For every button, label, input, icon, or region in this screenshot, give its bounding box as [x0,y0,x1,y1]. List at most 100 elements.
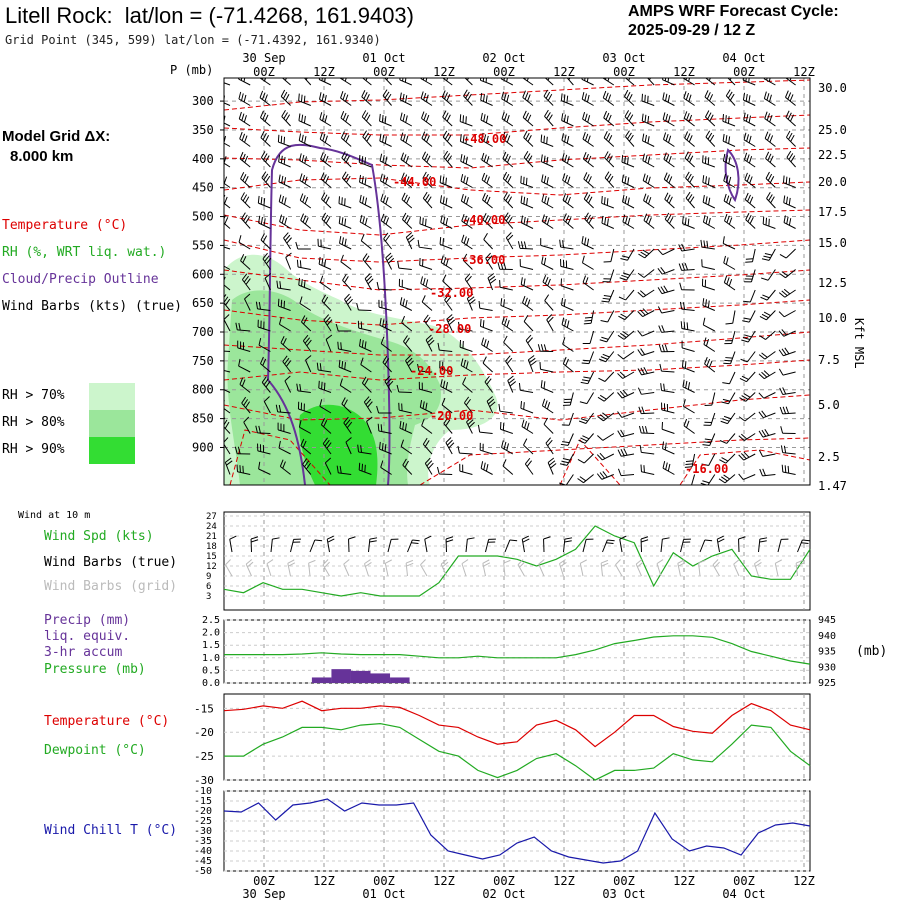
wind-barb-flag [640,539,649,543]
wind-barb-flag [218,93,219,100]
wind-barb-staff [783,222,796,229]
wind-barb-flag [635,559,643,565]
model-grid-label: Model Grid ΔX: [2,128,111,145]
wind-barb-flag [647,196,652,205]
wind-barb [356,302,372,311]
wind-barb-staff [503,218,514,229]
wind-barb-staff [569,392,574,406]
wind-barb [579,559,587,577]
dewpoint-line [224,722,811,781]
wind-barb-flag [624,196,628,204]
wind-barb-staff [361,96,372,106]
wind-barb-flag [380,213,385,221]
wind-barb-staff [325,339,332,352]
wind-barb [559,559,567,577]
wind-barb-flag [546,156,549,165]
wind-barb-staff [361,116,372,127]
wind-barb [339,378,352,393]
wind-barb-flag [319,132,323,140]
wind-barb-flag [541,398,546,406]
wind-barb-staff [681,347,695,352]
wind-barb-flag [219,256,221,263]
wind-barb-staff [481,179,493,188]
wind-barb [738,473,756,481]
wind-barb-flag [525,132,530,140]
wind-barb-flag [781,348,787,356]
wind-barb [704,392,716,407]
wind-barb [379,113,392,127]
wind-barb-flag [645,215,650,223]
wind-barb-staff [777,539,782,553]
wind-barb [363,396,373,414]
wind-barb-flag [725,257,729,265]
wind-barb-flag [584,212,589,220]
wind-barb-flag [624,216,628,224]
wind-barb-flag [259,356,264,364]
wind-barb-flag [689,175,694,183]
wind-barb-staff [604,177,615,188]
wind-barb-staff [318,369,332,373]
wind-barb-flag [364,341,367,349]
wind-barb [722,236,736,250]
wind-barb-staff [585,412,595,424]
wind-barb-staff [744,179,756,188]
isotherm-line [224,114,810,136]
wind-barb [523,150,534,168]
wind-barb-flag [356,302,359,311]
wind-barb-flag [457,445,460,454]
wind-barb-flag [280,135,283,144]
wind-barb [766,191,776,209]
wind-barb [743,132,756,147]
wind-barb [319,92,332,106]
wind-barb-flag [587,176,592,184]
windchill-tick-label: -25 [194,816,212,827]
wind-barb-flag [442,216,446,224]
wind-barb [439,195,453,209]
wind-barb-staff [422,444,433,455]
wind-barb [522,110,534,127]
wind-barb-staff [660,539,663,553]
wind-barb-staff [710,412,716,426]
wind-barb-flag [323,214,329,222]
wind-barb-flag [258,215,261,224]
wind-barb-staff [358,451,372,455]
wind-barb-flag [301,278,303,287]
wind-barb-flag [657,268,663,275]
wind-barb-flag [723,362,731,365]
wind-barb-flag [606,198,609,206]
wind-barb-flag [543,344,547,352]
wind-barb [778,368,796,376]
wind-barb [524,457,534,475]
wind-barb-flag [729,93,735,101]
wind-barb-flag [778,330,785,337]
wind-barb [780,445,796,455]
wind-barb-flag [562,441,570,444]
wind-barb-flag [761,313,769,319]
wind-barb-flag [343,399,348,407]
wind-barb-staff [224,302,231,311]
wind-barb [742,78,756,86]
wind-barb [299,296,312,311]
wind-barb-flag [743,132,747,140]
wind-barb-staff [422,198,433,209]
wind-barb-flag [316,362,319,371]
wind-barb-flag [541,214,545,222]
wind-barb-flag [336,465,339,473]
wind-barb [764,131,776,147]
wind-barb-flag [285,114,291,122]
wind-barb-staff [379,448,392,455]
wind-barb-flag [741,375,749,380]
wind-barb [619,269,635,281]
wind-barb-flag [766,93,770,101]
kft-tick-label: 15.0 [818,236,847,250]
wind-barb-flag [708,217,711,226]
wind-barb [235,322,251,332]
wind-barb-flag [644,114,647,123]
wind-barb [459,114,473,127]
wind-barb-flag [784,347,790,355]
wind-barb-flag [362,130,367,138]
wind-barb [743,289,756,303]
wind-barb [683,111,695,127]
wind-barb-flag [702,214,706,223]
wind-barb-flag [703,240,706,248]
